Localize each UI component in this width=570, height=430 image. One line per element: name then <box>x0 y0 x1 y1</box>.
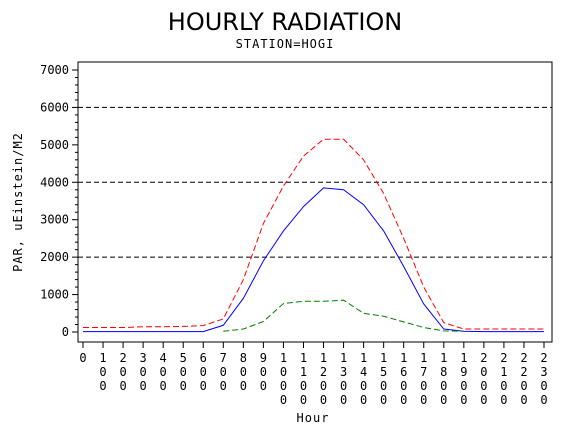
series-line-2 <box>83 187 544 333</box>
x-axis-label: Hour <box>297 411 330 425</box>
y-tick-label: 7000 <box>40 63 69 77</box>
y-tick-label: 1000 <box>40 288 69 302</box>
y-tick-label: 5000 <box>40 138 69 152</box>
series-group <box>83 138 544 333</box>
y-tick-label: 0 <box>62 325 69 339</box>
series-line-3 <box>223 299 464 332</box>
y-tick-label: 3000 <box>40 213 69 227</box>
y-axis-label: PAR, uEinstein/M2 <box>11 132 25 272</box>
chart-title: HOURLY RADIATION <box>168 8 402 36</box>
chart-subtitle: STATION=HOGI <box>236 37 335 51</box>
x-tick-label: 0 <box>79 351 86 365</box>
x-axis: 0 1 0 0 2 0 0 3 0 0 4 0 0 5 0 0 6 0 0 7 0 0 8 0 0 9 0 0 1 0 0 0 1 1 0 0 1 2 0 0… <box>79 342 548 407</box>
plot-frame <box>77 61 553 343</box>
y-axis: 0 1000 2000 3000 4000 5000 6000 7000 <box>40 63 78 339</box>
y-tick-label: 4000 <box>40 175 69 189</box>
reference-lines <box>78 106 552 258</box>
y-tick-label: 6000 <box>40 100 69 114</box>
series-line-1 <box>83 138 544 330</box>
y-tick-label: 2000 <box>40 250 69 264</box>
